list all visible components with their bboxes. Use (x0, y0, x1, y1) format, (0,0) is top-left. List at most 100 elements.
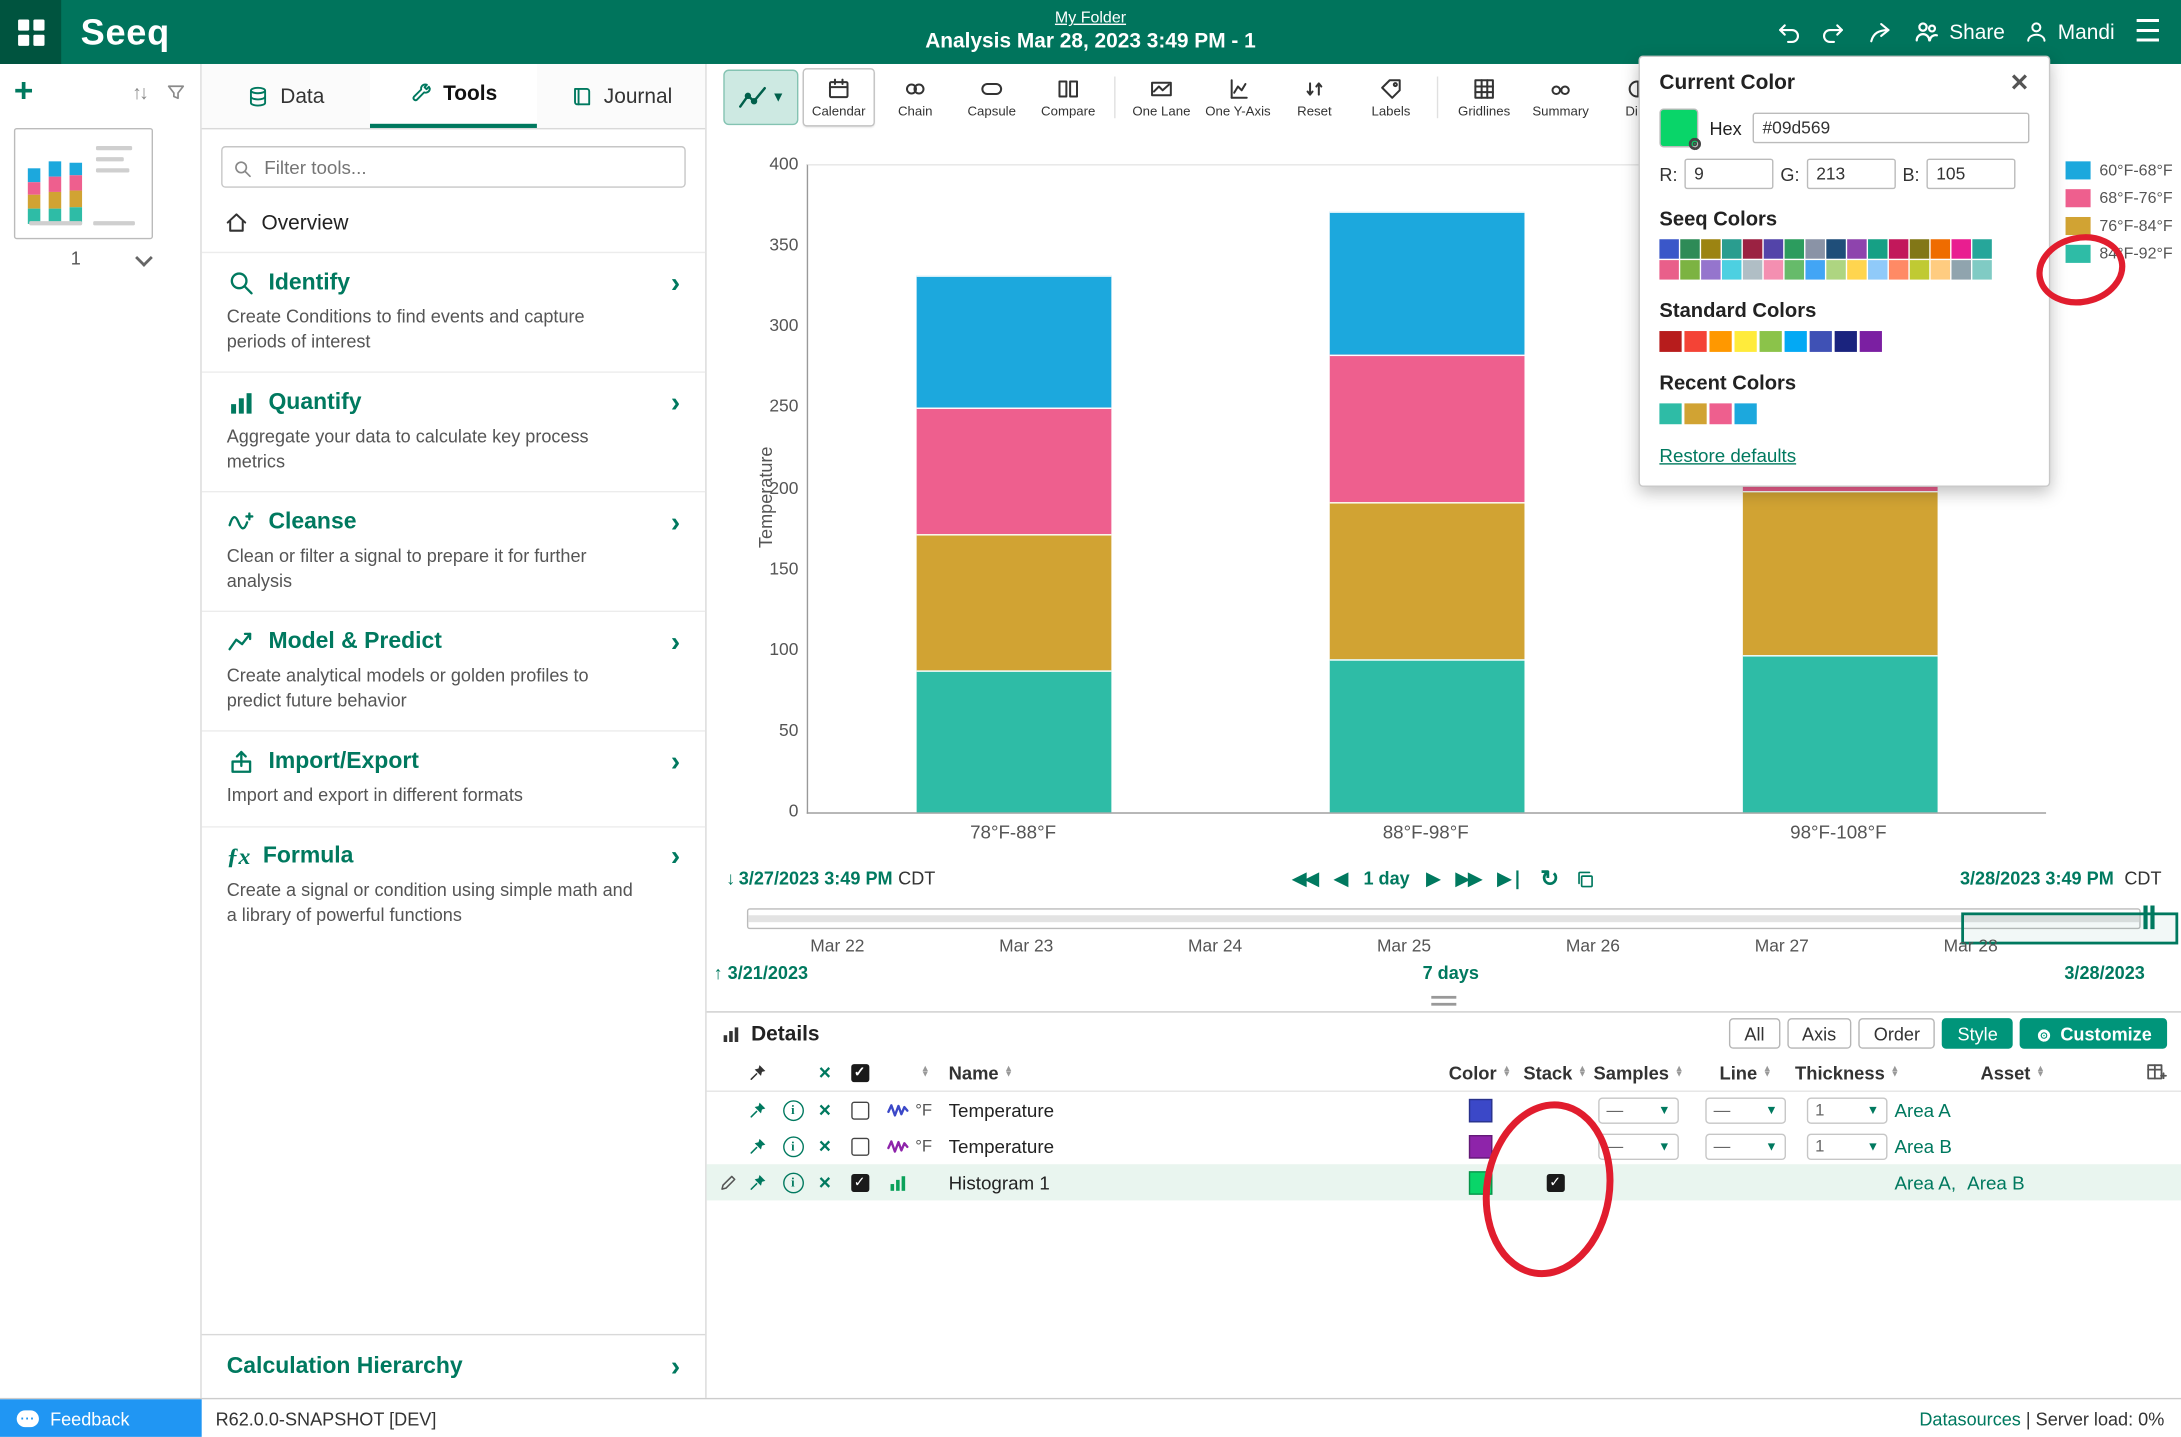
palette-swatch[interactable] (1734, 403, 1757, 425)
refresh-icon[interactable]: ↻ (1540, 867, 1559, 891)
column-thickness[interactable]: Thickness (1795, 1061, 1885, 1083)
pin-cell[interactable] (740, 1173, 776, 1192)
panel-splitter[interactable] (707, 990, 2181, 1011)
palette-swatch[interactable] (1742, 260, 1763, 280)
feedback-button[interactable]: ··· Feedback (0, 1399, 202, 1437)
filter-worksheets-icon[interactable] (166, 80, 187, 103)
asset-link[interactable]: Area A (1894, 1099, 1951, 1121)
palette-swatch[interactable] (1805, 239, 1825, 259)
tool-item-quantify[interactable]: Quantify › Aggregate your data to calculat… (201, 371, 706, 492)
color-swatch[interactable] (1468, 1170, 1492, 1195)
toolbar-one-y-axis-button[interactable]: One Y-Axis (1201, 68, 1275, 127)
toolbar-reset-button[interactable]: Reset (1278, 68, 1351, 127)
restore-defaults-link[interactable]: Restore defaults (1659, 445, 1797, 466)
color-swatch[interactable] (1468, 1098, 1492, 1122)
extend-history-icon[interactable]: ↑ (713, 962, 723, 984)
palette-swatch[interactable] (1709, 403, 1732, 425)
remove-icon[interactable]: × (818, 1170, 831, 1195)
tab-tools[interactable]: Tools (369, 63, 538, 128)
palette-swatch[interactable] (1659, 403, 1682, 425)
toolbar-gridlines-button[interactable]: Gridlines (1447, 68, 1521, 127)
column-line[interactable]: Line (1719, 1061, 1758, 1083)
tool-item-model-predict[interactable]: Model & Predict › Create analytical models… (201, 611, 706, 731)
palette-swatch[interactable] (1659, 239, 1679, 259)
worksheet-chevron-down-icon[interactable] (135, 249, 153, 267)
worksheet-thumbnail[interactable] (13, 127, 154, 240)
info-icon[interactable]: i (782, 1135, 804, 1157)
palette-swatch[interactable] (1784, 260, 1805, 280)
palette-swatch[interactable] (1684, 403, 1707, 425)
color-swatch[interactable] (1468, 1134, 1492, 1158)
palette-swatch[interactable] (1834, 331, 1857, 352)
palette-swatch[interactable] (1888, 260, 1909, 280)
palette-swatch[interactable] (1868, 260, 1888, 280)
palette-swatch[interactable] (1721, 239, 1742, 259)
palette-swatch[interactable] (1701, 260, 1721, 280)
palette-swatch[interactable] (1868, 239, 1888, 259)
palette-swatch[interactable] (1847, 260, 1867, 280)
row-checkbox[interactable] (850, 1100, 869, 1120)
edit-cell[interactable] (718, 1173, 740, 1192)
user-menu[interactable]: Mandi (2024, 19, 2115, 44)
toolbar-chain-button[interactable]: Chain (879, 68, 952, 127)
column-name[interactable]: Name (948, 1061, 999, 1083)
view-all-button[interactable]: All (1729, 1018, 1780, 1049)
share-button[interactable]: Share (1913, 18, 2005, 46)
step-forward-fast-icon[interactable]: ▶▶ (1455, 867, 1482, 889)
histogram-bar[interactable] (1329, 210, 1525, 813)
select-all-checkbox[interactable] (850, 1063, 869, 1082)
tab-journal[interactable]: Journal (537, 64, 705, 128)
palette-swatch[interactable] (1809, 331, 1832, 352)
tool-item-formula[interactable]: ƒx Formula › Create a signal or condition u… (201, 826, 706, 944)
palette-swatch[interactable] (1784, 331, 1807, 352)
column-asset[interactable]: Asset (1980, 1061, 2031, 1083)
overview-link[interactable]: Overview (202, 193, 706, 251)
pin-cell[interactable] (740, 1100, 776, 1119)
calculation-hierarchy-link[interactable]: Calculation Hierarchy › (201, 1333, 706, 1398)
filter-tools-input[interactable] (221, 146, 686, 188)
info-icon[interactable]: i (782, 1099, 804, 1121)
add-column-icon[interactable] (2131, 1061, 2181, 1083)
tool-item-cleanse[interactable]: Cleanse › Clean or filter a signal to prep… (201, 491, 706, 611)
step-forward-icon[interactable]: ▶ (1426, 867, 1440, 889)
hamburger-menu-icon[interactable]: ☰ (2134, 13, 2162, 49)
display-range-start[interactable]: 3/27/2023 3:49 PM (738, 867, 893, 889)
palette-swatch[interactable] (1951, 239, 1971, 259)
palette-swatch[interactable] (1742, 239, 1763, 259)
r-input[interactable] (1684, 158, 1774, 190)
info-icon[interactable]: i (782, 1171, 804, 1193)
palette-swatch[interactable] (1847, 239, 1867, 259)
asset-link[interactable]: Area A, (1894, 1171, 1957, 1193)
step-size-button[interactable]: 1 day (1363, 867, 1410, 889)
step-back-icon[interactable]: ◀ (1334, 867, 1348, 889)
palette-swatch[interactable] (1909, 260, 1930, 280)
investigate-start-date[interactable]: 3/21/2023 (727, 962, 809, 984)
plot-area[interactable] (806, 164, 2047, 814)
palette-swatch[interactable] (1680, 239, 1700, 259)
breadcrumb[interactable]: My Folder (1054, 9, 1127, 27)
view-style-button[interactable]: Style (1942, 1018, 2014, 1049)
palette-swatch[interactable] (1951, 260, 1971, 280)
remove-icon[interactable]: × (818, 1134, 831, 1158)
undo-button[interactable] (1775, 19, 1801, 45)
palette-swatch[interactable] (1709, 331, 1732, 352)
remove-icon[interactable]: × (818, 1098, 831, 1122)
forward-share-button[interactable] (1867, 19, 1893, 45)
table-row[interactable]: i × °F Temperature — ▼ — ▼ 1 ▼ Area B (707, 1128, 2181, 1164)
palette-swatch[interactable] (1734, 331, 1757, 352)
palette-swatch[interactable] (1972, 239, 1992, 259)
palette-swatch[interactable] (1721, 260, 1742, 280)
tool-item-import-export[interactable]: Import/Export › Import and export in diffe… (201, 730, 706, 826)
selected-range-handle[interactable] (1961, 912, 2179, 945)
palette-swatch[interactable] (1909, 239, 1930, 259)
display-range-end[interactable]: 3/28/2023 3:49 PM (1959, 867, 2114, 889)
reorder-worksheets-icon[interactable]: ↑↓ (132, 80, 149, 103)
range-end-handle[interactable] (2143, 905, 2155, 930)
toolbar-calendar-button[interactable]: Calendar (802, 68, 875, 127)
palette-swatch[interactable] (1930, 260, 1951, 280)
palette-swatch[interactable] (1826, 260, 1846, 280)
b-input[interactable] (1926, 158, 2016, 190)
hex-input[interactable] (1752, 112, 2030, 144)
toolbar-compare-button[interactable]: Compare (1032, 68, 1105, 127)
asset-link[interactable]: Area B (1967, 1171, 2025, 1193)
